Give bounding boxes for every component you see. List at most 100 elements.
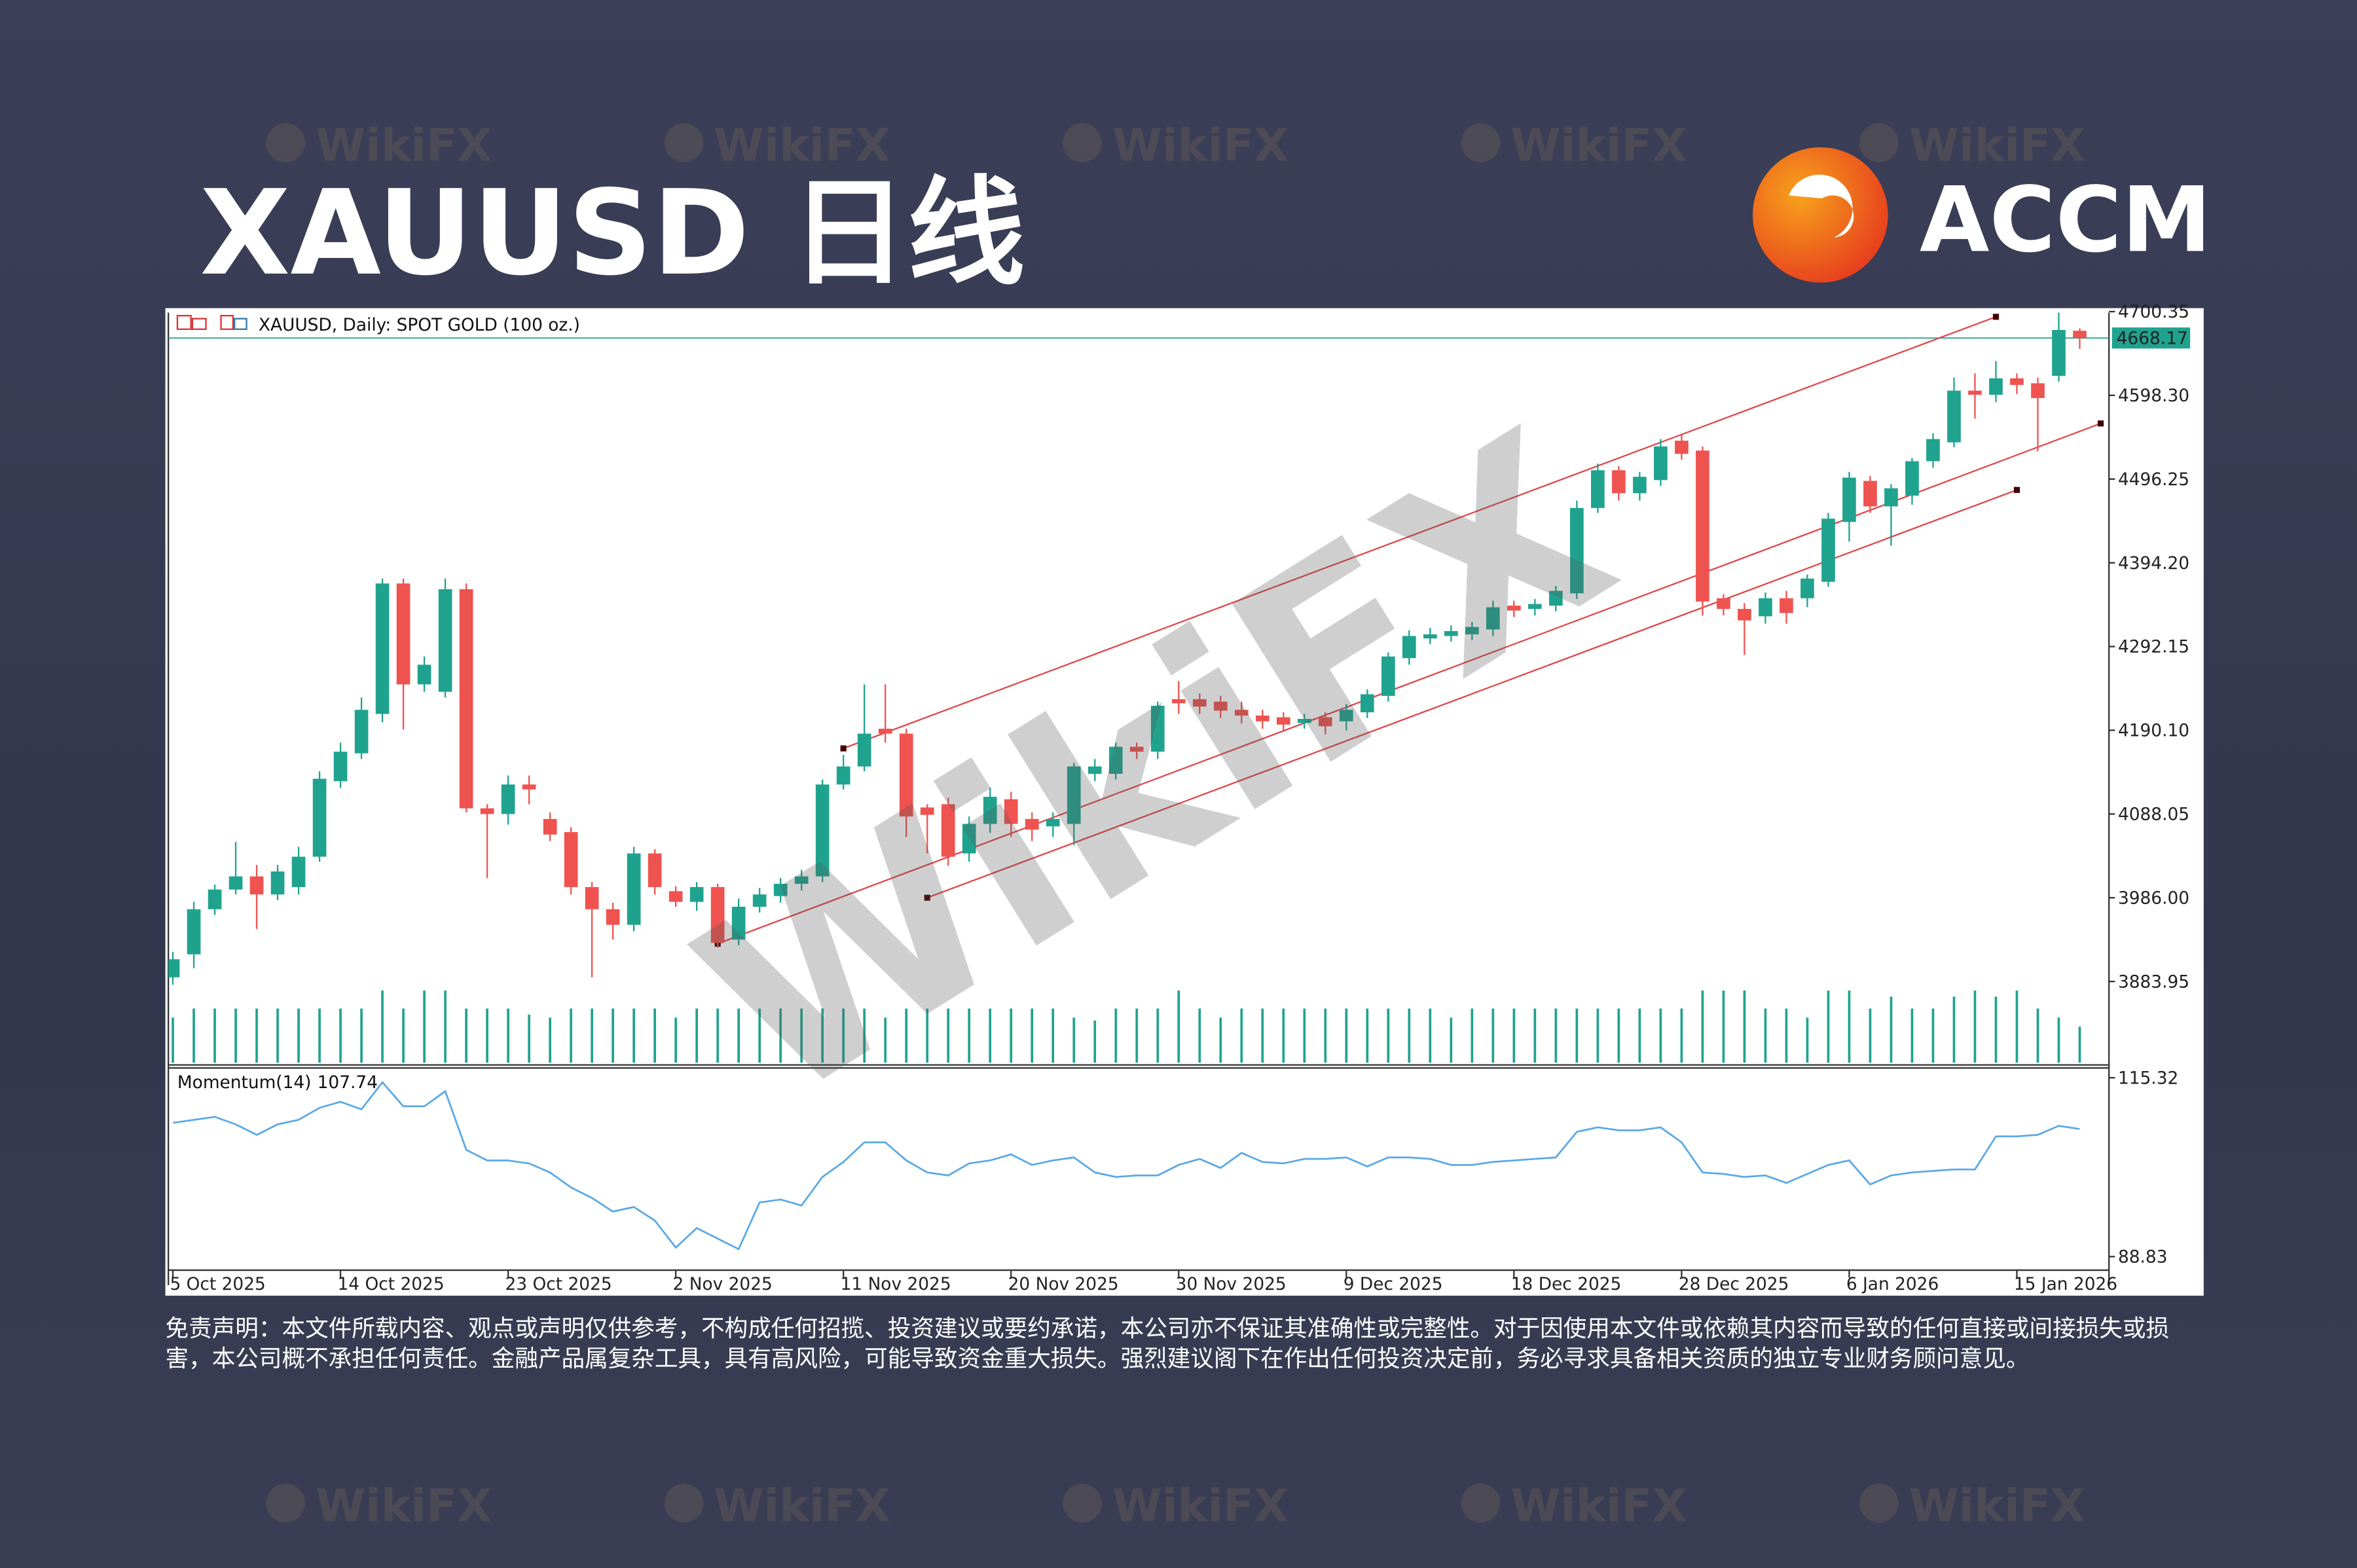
chart-title: XAUUSD, Daily: SPOT GOLD (100 oz.) <box>259 315 580 335</box>
candle-body <box>2073 331 2087 338</box>
axes: 3883.95 3986.00 4088.05 4190.10 4292.15 4394.… <box>170 302 2191 1294</box>
candle-body <box>459 589 473 809</box>
x-tick-label: 11 Nov 2025 <box>841 1274 951 1294</box>
watermark: WikiFX <box>1909 120 2085 172</box>
candle-body <box>1507 606 1521 611</box>
candle-body <box>417 665 431 685</box>
candle-body <box>2010 378 2024 385</box>
watermark: WikiFX <box>714 1480 890 1532</box>
candle-body <box>1717 598 1730 610</box>
logo-swoosh <box>1789 174 1854 238</box>
candle-body <box>857 733 871 767</box>
candle-body <box>1675 441 1689 454</box>
candle-body <box>1402 636 1416 659</box>
watermark-icon <box>1461 123 1501 162</box>
candle-body <box>1360 694 1374 712</box>
candle-body <box>1297 719 1311 723</box>
logo-mark <box>1753 147 1888 283</box>
candle-body <box>689 886 704 902</box>
watermark-icon <box>1461 1484 1501 1523</box>
candle-body <box>1276 717 1290 725</box>
y-tick-label: 3986.00 <box>2118 888 2189 908</box>
icon <box>220 314 234 330</box>
y-tick-label: 4190.10 <box>2118 721 2189 741</box>
candle-body <box>1842 477 1856 522</box>
candle-body <box>794 876 809 884</box>
x-tick-label: 5 Oct 2025 <box>170 1274 265 1294</box>
watermark: WikiFX <box>316 1480 492 1532</box>
candle-body <box>1591 470 1605 508</box>
y-tick-label: 4598.30 <box>2118 386 2189 406</box>
main-plot <box>168 312 2110 1063</box>
watermark: WikiFX <box>1510 120 1687 172</box>
watermark-icon <box>664 1484 704 1523</box>
candle-body <box>396 583 411 685</box>
x-tick-label: 6 Jan 2026 <box>1846 1274 1939 1294</box>
candle-body <box>1067 766 1081 824</box>
y-tick-label: 4292.15 <box>2118 637 2189 657</box>
candle-body <box>1318 717 1332 727</box>
disclaimer: 免责声明：本文件所载内容、观点或声明仅供参考，不构成任何招揽、投资建议或要约承诺… <box>165 1315 2170 1373</box>
indicator-value: 107.74 <box>318 1072 378 1093</box>
candle-body <box>606 909 620 925</box>
y-tick-label: 3883.95 <box>2118 972 2189 992</box>
candle-body <box>564 831 578 887</box>
x-tick-label: 2 Nov 2025 <box>673 1274 773 1294</box>
candle-body <box>2052 329 2066 376</box>
candle-body <box>1381 656 1395 696</box>
header-icons <box>176 314 247 330</box>
candle-body <box>1654 446 1668 481</box>
candle-body <box>1612 470 1626 494</box>
last-price-box <box>2111 327 2191 349</box>
x-tick-label: 30 Nov 2025 <box>1176 1274 1287 1294</box>
candle-body <box>815 784 830 877</box>
x-tick-label: 18 Dec 2025 <box>1511 1274 1622 1294</box>
candle-body <box>1528 604 1542 610</box>
candle-body <box>1025 818 1039 830</box>
candle-body <box>354 710 369 754</box>
x-tick-label: 9 Dec 2025 <box>1343 1274 1443 1294</box>
trendline-anchor <box>840 745 847 752</box>
candle-body <box>1087 766 1102 774</box>
candle-body <box>1129 746 1144 752</box>
watermark-icon <box>1859 123 1899 162</box>
candle-body <box>878 729 892 734</box>
candle-body <box>585 886 599 909</box>
candle-body <box>270 871 285 895</box>
watermark-icon <box>664 123 704 162</box>
candle-body <box>1989 378 2003 395</box>
candle-body <box>1759 598 1772 617</box>
candle-body <box>1947 390 1961 443</box>
watermark: WikiFX <box>1112 120 1288 172</box>
candle-body <box>1570 507 1584 594</box>
last-price-label: 4668.17 <box>2117 328 2188 348</box>
candle-body <box>1633 477 1647 494</box>
candle-body <box>668 891 683 902</box>
candle-body <box>962 824 976 854</box>
candle-body <box>1213 701 1228 711</box>
candle-body <box>710 886 725 943</box>
logo-text: ACCM <box>1920 168 2212 272</box>
candle-body <box>312 778 327 857</box>
page-title: XAUUSD 日线 <box>200 166 1025 302</box>
candle-body <box>228 876 243 890</box>
icon <box>176 314 192 330</box>
candle-body <box>1150 705 1165 752</box>
candle-body <box>1046 818 1060 827</box>
candle-body <box>941 804 955 857</box>
candle-body <box>983 797 997 824</box>
candle-body <box>836 766 850 785</box>
candle-body <box>291 856 306 887</box>
trendline-anchor <box>2013 486 2020 493</box>
candle-body <box>333 752 348 782</box>
candle-body <box>1905 461 1919 496</box>
candle-body <box>648 853 662 887</box>
candle-body <box>1192 699 1207 707</box>
x-tick-label: 23 Oct 2025 <box>505 1274 612 1294</box>
watermark: WikiFX <box>1909 1480 2085 1532</box>
indicator-tick-label: 88.83 <box>2118 1247 2168 1267</box>
candle-body <box>1108 746 1123 774</box>
candle-body <box>627 853 641 925</box>
